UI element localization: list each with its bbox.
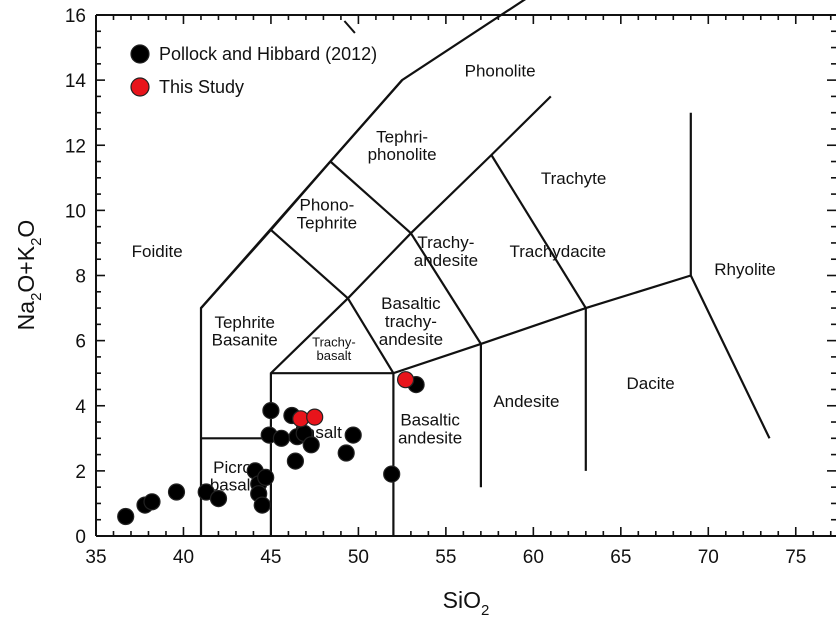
point-series0-9 <box>253 496 271 514</box>
field-boundary-10 <box>490 154 587 309</box>
y-tick-label-6: 6 <box>75 332 86 353</box>
field-boundary-9 <box>409 232 482 345</box>
point-series0-10 <box>257 468 275 486</box>
field-label-10-1: basalt <box>317 348 352 363</box>
field-label-0-0: Foidite <box>132 242 183 261</box>
x-tick-label-50: 50 <box>348 547 369 568</box>
y-tick-label-4: 4 <box>75 397 86 418</box>
field-label-13-0: Andesite <box>493 392 559 411</box>
x-tick-label-75: 75 <box>785 547 806 568</box>
point-series1-1 <box>306 408 324 426</box>
y-tick-label-14: 14 <box>65 71 87 92</box>
legend-label-this-study: This Study <box>159 77 244 97</box>
y-tick-label-10: 10 <box>65 201 86 222</box>
y-tick-label-0: 0 <box>75 527 86 548</box>
field-boundary-13 <box>329 160 412 235</box>
field-label-5-1: andesite <box>414 251 478 270</box>
field-label-5-0: Trachy- <box>417 233 474 252</box>
legend-label-pollock: Pollock and Hibbard (2012) <box>159 44 377 64</box>
field-label-7-0: Rhyolite <box>714 260 775 279</box>
point-series0-21 <box>383 465 401 483</box>
x-tick-label-55: 55 <box>435 547 456 568</box>
point-series0-13 <box>272 429 290 447</box>
frame-mark <box>343 20 356 34</box>
field-label-8-0: Basaltic <box>381 294 441 313</box>
field-label-8-1: trachy- <box>385 312 437 331</box>
legend-marker-this-study <box>130 77 150 97</box>
x-axis-title: SiO2 <box>443 587 490 617</box>
y-tick-label-2: 2 <box>75 462 86 483</box>
field-label-3-0: Phono- <box>299 196 354 215</box>
point-series0-0 <box>117 507 135 526</box>
plot-axes: 35 40 45 50 55 60 65 70 75 0 2 4 6 8 10 12 14 16 <box>65 6 836 568</box>
point-series0-15 <box>286 452 304 470</box>
field-label-15-0: Picro <box>213 458 252 477</box>
field-label-2-0: Tephri- <box>376 127 428 146</box>
point-series1-2 <box>397 371 415 389</box>
x-tick-label-70: 70 <box>698 547 719 568</box>
data-points <box>117 371 425 526</box>
field-label-12-0: Basaltic <box>400 411 460 430</box>
y-axis-title: Na2O+K2O <box>13 220 45 331</box>
field-label-3-1: Tephrite <box>297 214 357 233</box>
point-series0-11 <box>262 402 280 420</box>
tas-field-boundaries <box>199 0 771 536</box>
field-boundary-7 <box>689 112 771 439</box>
field-boundary-1 <box>269 95 552 536</box>
field-label-1-0: Phonolite <box>465 61 536 80</box>
field-label-6-0: Trachydacite <box>509 242 606 261</box>
legend-marker-pollock <box>130 44 150 64</box>
point-series0-5 <box>209 490 228 508</box>
field-boundary-8 <box>346 297 395 374</box>
x-tick-label-45: 45 <box>260 547 281 568</box>
x-tick-label-40: 40 <box>173 547 194 568</box>
x-tick-label-35: 35 <box>85 547 106 568</box>
y-tick-label-8: 8 <box>75 267 86 288</box>
y-tick-label-16: 16 <box>65 6 86 27</box>
point-series0-2 <box>143 493 161 511</box>
legend: Pollock and Hibbard (2012) This Study <box>130 44 377 97</box>
field-label-15-1: basalt <box>210 476 256 495</box>
point-series0-20 <box>344 426 362 444</box>
field-label-4-0: Trachyte <box>541 169 607 188</box>
field-label-9-0: Tephrite <box>214 313 274 332</box>
y-tick-label-12: 12 <box>65 136 86 157</box>
point-series0-3 <box>167 483 186 501</box>
tas-field-labels: FoiditePhonoliteTephri-phonolitePhono-Te… <box>132 61 776 494</box>
field-label-10-0: Trachy- <box>312 335 356 350</box>
field-label-14-0: Dacite <box>627 374 675 393</box>
point-series0-19 <box>337 444 355 462</box>
field-boundary-12 <box>200 228 349 309</box>
field-label-9-1: Basanite <box>212 331 278 350</box>
field-label-12-1: andesite <box>398 428 462 447</box>
field-label-2-1: phonolite <box>368 145 437 164</box>
field-label-8-2: andesite <box>379 330 443 349</box>
point-series0-18 <box>302 436 320 454</box>
x-tick-label-60: 60 <box>523 547 544 568</box>
x-tick-label-65: 65 <box>610 547 631 568</box>
